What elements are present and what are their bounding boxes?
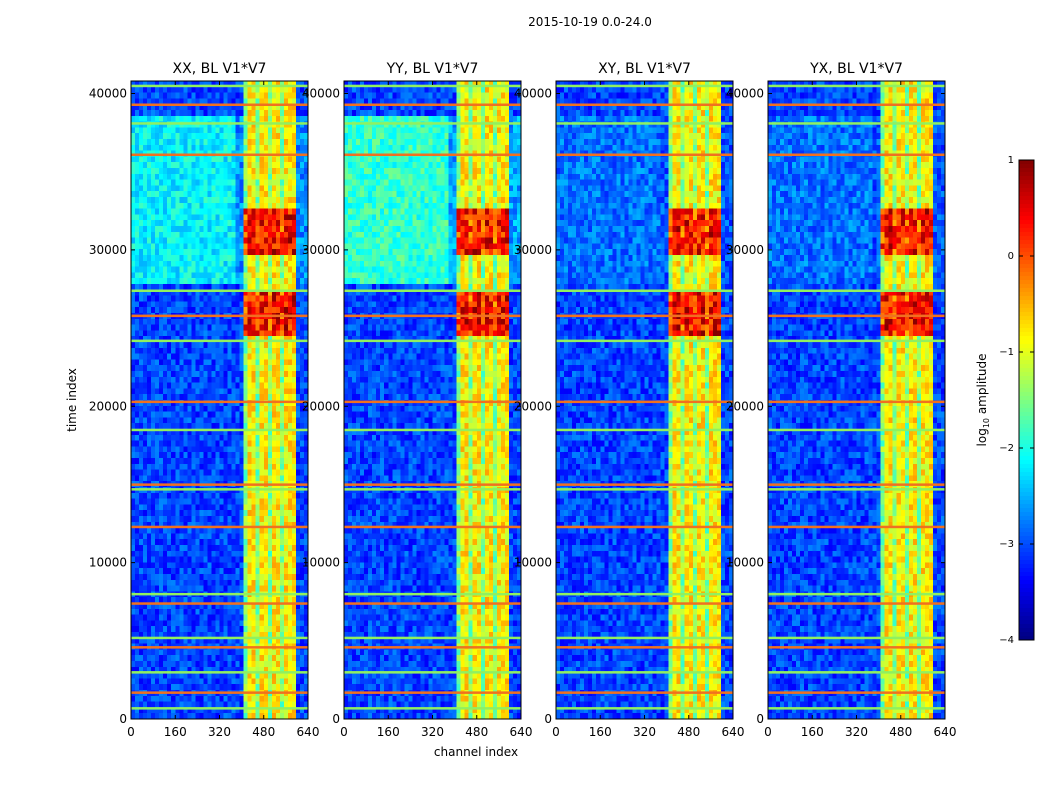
colorbar-frame xyxy=(1018,159,1035,641)
x-tick-label: 160 xyxy=(589,725,612,739)
colorbar-tick-label: −1 xyxy=(999,347,1014,358)
panel-title: YX, BL V1*V7 xyxy=(809,61,903,77)
y-tick-label: 30000 xyxy=(302,243,340,257)
y-tick-label: 30000 xyxy=(726,243,764,257)
y-axis-label: time index xyxy=(65,368,79,432)
panel-yx: YX, BL V1*V7 0 160 320 480 640 0 10000 20000 3000… xyxy=(726,61,957,739)
panel-title: XX, BL V1*V7 xyxy=(173,61,267,77)
panel-yy: YY, BL V1*V7 0 160 320 480 640 0 10000 20000 3000… xyxy=(302,61,533,739)
y-tick-label: 20000 xyxy=(726,399,764,413)
x-tick-label: 480 xyxy=(677,725,700,739)
y-tick-label: 20000 xyxy=(89,399,127,413)
heatmap-xy xyxy=(556,81,734,720)
heatmap-yy xyxy=(344,81,522,720)
colorbar-tick-label: −4 xyxy=(999,635,1014,646)
y-tick-label: 30000 xyxy=(514,243,552,257)
colorbar: 1 0 −1 −2 −3 −4 log10 amplitude xyxy=(975,155,1035,646)
x-tick-label: 160 xyxy=(377,725,400,739)
x-tick-label: 160 xyxy=(801,725,824,739)
panels: XX, BL V1*V7 0 160 320 480 640 0 10000 20000 3000… xyxy=(89,61,957,739)
y-tick-label: 20000 xyxy=(302,399,340,413)
panel-title: XY, BL V1*V7 xyxy=(598,61,691,77)
x-tick-label: 0 xyxy=(340,725,348,739)
flagged-rows xyxy=(344,84,521,710)
y-tick-label: 20000 xyxy=(514,399,552,413)
x-tick-label: 0 xyxy=(764,725,772,739)
x-tick-label: 320 xyxy=(208,725,231,739)
y-tick-label: 30000 xyxy=(89,243,127,257)
y-tick-label: 40000 xyxy=(89,87,127,101)
x-tick-label: 320 xyxy=(633,725,656,739)
y-tick-label: 0 xyxy=(119,712,127,726)
panel-title: YY, BL V1*V7 xyxy=(386,61,479,77)
x-tick-label: 480 xyxy=(252,725,275,739)
colorbar-label: log10 amplitude xyxy=(975,354,991,447)
x-tick-label: 640 xyxy=(722,725,745,739)
heatmap-yx xyxy=(768,81,946,720)
panel-xy: XY, BL V1*V7 0 160 320 480 640 0 10000 20000 3000… xyxy=(514,61,745,739)
panel-xx: XX, BL V1*V7 0 160 320 480 640 0 10000 20000 3000… xyxy=(89,61,320,739)
heatmap-xx xyxy=(131,81,309,720)
y-tick-label: 40000 xyxy=(726,87,764,101)
x-tick-label: 640 xyxy=(510,725,533,739)
x-tick-label: 640 xyxy=(934,725,957,739)
flagged-rows xyxy=(556,84,733,710)
x-tick-label: 480 xyxy=(465,725,488,739)
y-tick-label: 10000 xyxy=(89,556,127,570)
x-tick-label: 160 xyxy=(164,725,187,739)
y-tick-label: 10000 xyxy=(302,556,340,570)
x-tick-label: 480 xyxy=(889,725,912,739)
colorbar-gradient xyxy=(1019,160,1034,641)
colorbar-tick-label: 0 xyxy=(1008,251,1014,262)
x-tick-label: 0 xyxy=(127,725,135,739)
x-tick-label: 0 xyxy=(552,725,560,739)
y-tick-label: 0 xyxy=(544,712,552,726)
figure-title: 2015-10-19 0.0-24.0 xyxy=(528,15,652,29)
y-tick-label: 0 xyxy=(756,712,764,726)
flagged-rows xyxy=(131,84,308,710)
y-tick-label: 40000 xyxy=(302,87,340,101)
colorbar-tick-label: 1 xyxy=(1008,155,1014,166)
x-tick-label: 320 xyxy=(845,725,868,739)
x-tick-label: 640 xyxy=(297,725,320,739)
colorbar-tick-label: −2 xyxy=(999,443,1014,454)
flagged-rows xyxy=(768,84,945,710)
y-tick-label: 10000 xyxy=(726,556,764,570)
x-axis-label: channel index xyxy=(434,745,518,759)
y-tick-label: 10000 xyxy=(514,556,552,570)
x-tick-label: 320 xyxy=(421,725,444,739)
colorbar-tick-label: −3 xyxy=(999,539,1014,550)
y-tick-label: 40000 xyxy=(514,87,552,101)
y-tick-label: 0 xyxy=(332,712,340,726)
